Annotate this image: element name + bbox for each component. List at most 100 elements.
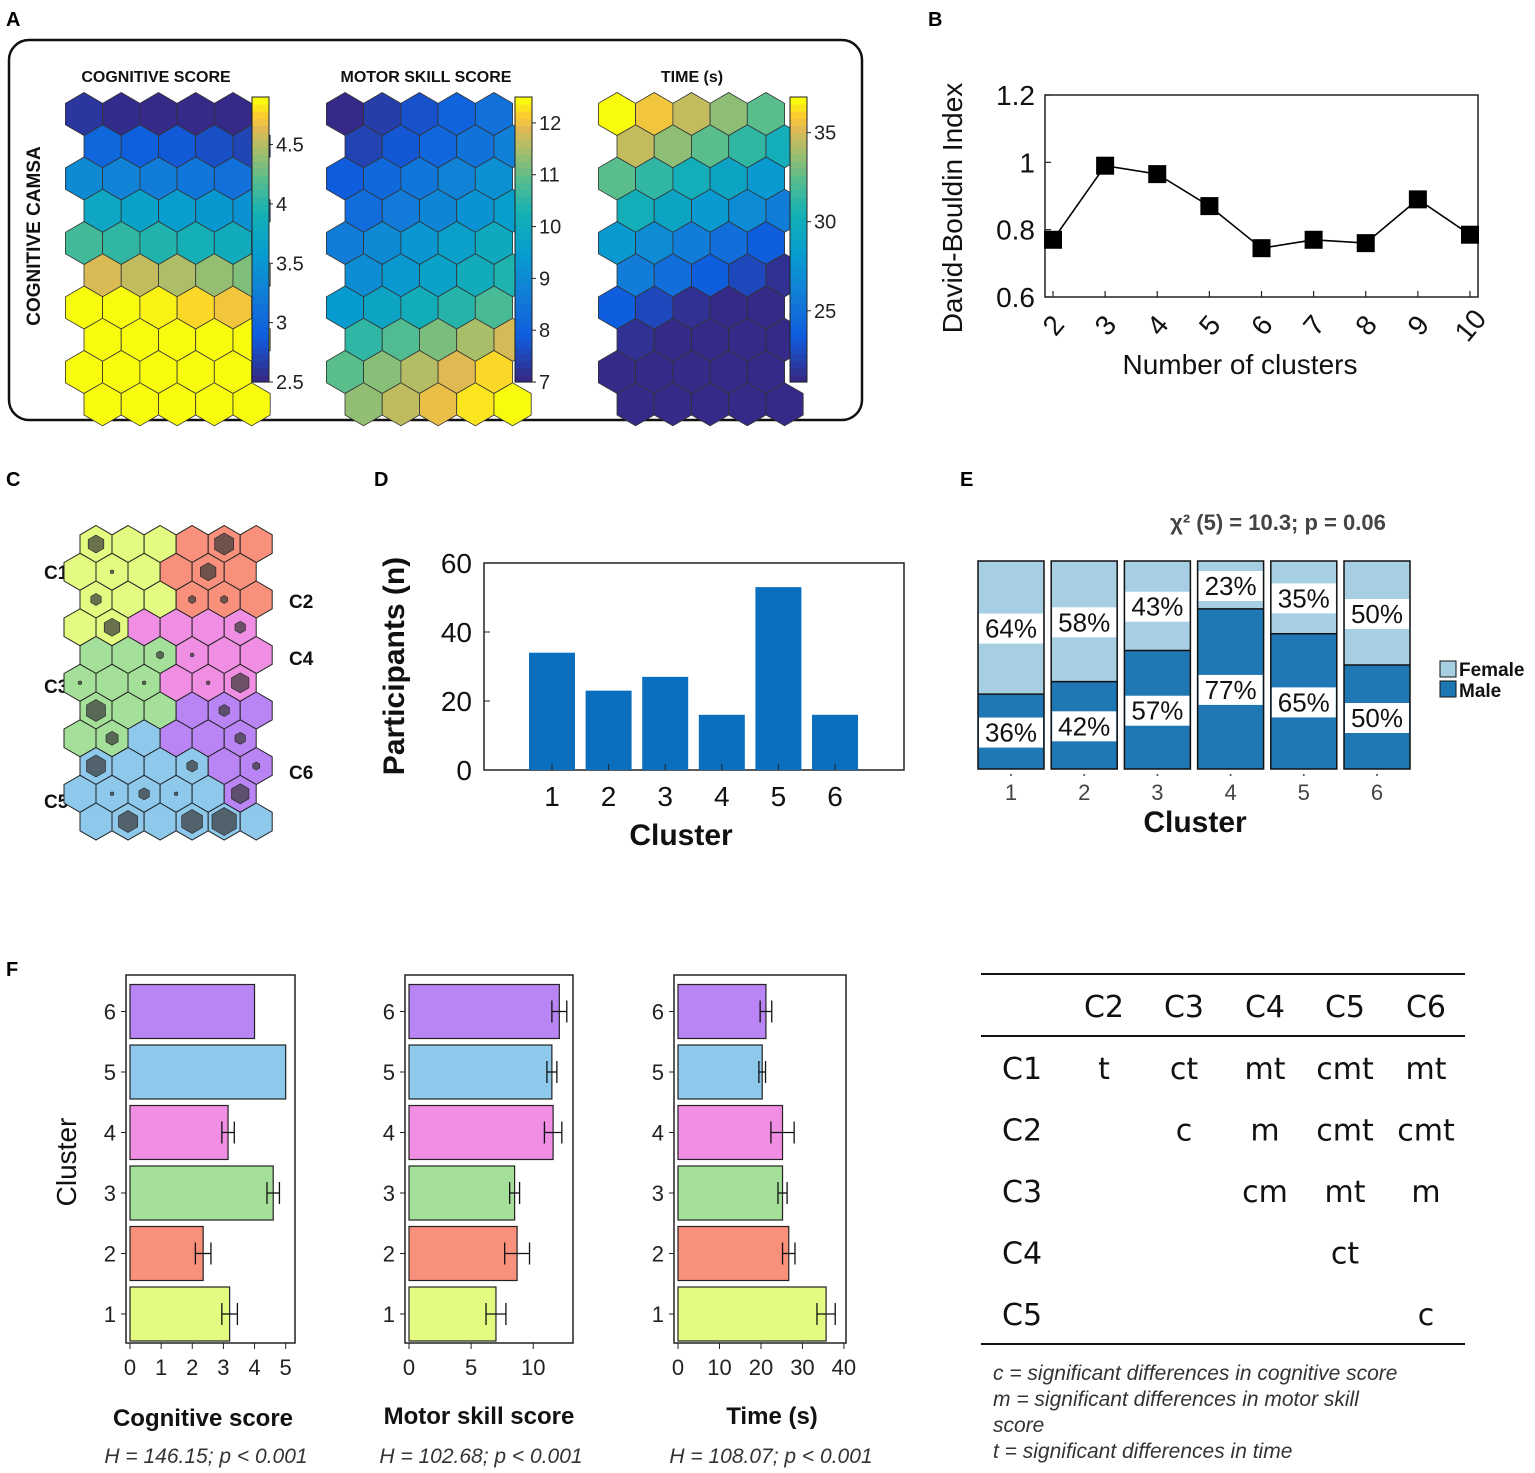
chart-e-label-box <box>1198 571 1263 601</box>
chart-f2-frame <box>404 974 574 1344</box>
colorbar-2: 12 11 10 9 8 7 <box>514 96 561 394</box>
hit-marker <box>138 787 150 801</box>
chart-f1-bar <box>129 983 256 1040</box>
chart-e-bar-frame <box>977 560 1045 770</box>
colorbar-segment <box>515 111 532 119</box>
colorbar-segment <box>252 339 269 347</box>
chart-e-data-label: 57% <box>1131 696 1183 726</box>
chart-b-xtick-label: 4 <box>1141 309 1175 341</box>
hit-marker <box>156 650 164 660</box>
som-map-3 <box>598 92 804 427</box>
chart-f3-xtick-label: 20 <box>749 1355 773 1380</box>
table-cell: cmt <box>1316 1052 1374 1087</box>
panel-d-bar-chart: Participants (n) Cluster 0 20 40 60 1 2 3 4 5 6 <box>378 548 905 852</box>
chart-d-bar <box>755 587 802 770</box>
colorbar-segment <box>515 296 532 305</box>
colorbar-segment <box>515 282 532 290</box>
colorbar-segment <box>515 118 532 127</box>
table-column-header: C3 <box>1164 990 1204 1025</box>
colorbar-segment <box>252 175 269 184</box>
colorbar-frame <box>789 96 808 383</box>
chart-e-data-label: 35% <box>1278 583 1330 613</box>
chart-e-data-label: 77% <box>1205 675 1257 705</box>
chart-f1-xtick-label: 5 <box>280 1355 292 1380</box>
chart-e-xtick <box>1010 774 1012 776</box>
colorbar-segment <box>790 225 807 233</box>
table-cell: mt <box>1406 1052 1447 1087</box>
colorbar-segment <box>790 211 807 219</box>
hit-marker <box>181 809 203 834</box>
chart-d-xlabel: Cluster <box>629 819 733 852</box>
chart-f2-xtick-label: 10 <box>521 1355 545 1380</box>
table-cell: cm <box>1242 1175 1288 1210</box>
cluster-label-c4: C4 <box>289 649 314 670</box>
colorbar-tick-label: 9 <box>539 268 550 290</box>
colorbar-tick-label: 25 <box>814 301 836 323</box>
chart-f1-xtick-label: 3 <box>217 1355 229 1380</box>
cluster-label-c2: C2 <box>289 592 313 613</box>
hit-marker <box>86 754 106 778</box>
chart-b-xtick-label: 10 <box>1448 303 1492 347</box>
panel-b-line-chart: David-Bouldin Index Number of clusters 0… <box>937 80 1492 380</box>
colorbar-segment <box>515 189 532 198</box>
chart-e-label-box <box>1345 599 1409 629</box>
hit-marker <box>211 807 237 836</box>
colorbar-segment <box>252 268 269 276</box>
colorbar-segment <box>252 139 269 148</box>
chart-b-xtick-label: 5 <box>1193 309 1227 341</box>
table-cell: ct <box>1170 1052 1198 1087</box>
chart-d-ytick-label: 20 <box>441 686 472 717</box>
colorbar-segment <box>252 104 269 112</box>
chart-d-bar <box>698 714 745 770</box>
colorbar-segment <box>515 367 532 376</box>
chart-f2-ytick-label: 6 <box>383 1000 395 1025</box>
colorbar-segment <box>790 317 807 326</box>
table-cell: cmt <box>1397 1114 1455 1149</box>
colorbar-tick-label: 8 <box>539 320 550 342</box>
colorbar-segment <box>790 360 807 369</box>
table-cell: m <box>1411 1175 1440 1210</box>
colorbar-tick-label: 4.5 <box>276 135 304 157</box>
colorbar-segment <box>252 367 269 376</box>
chart-e-data-label: 43% <box>1131 592 1183 622</box>
panel-a: COGNITIVE CAMSA COGNITIVE SCORE MOTOR SK… <box>7 38 864 427</box>
table-cell: mt <box>1325 1175 1366 1210</box>
panel-a-row-label: COGNITIVE CAMSA <box>24 146 45 326</box>
chart-e-data-label: 36% <box>985 718 1037 748</box>
colorbar-segment <box>252 325 269 333</box>
table-column-header: C4 <box>1245 990 1285 1025</box>
chart-e-bar-frame <box>1270 560 1338 770</box>
colorbar-tick-label: 35 <box>814 123 836 145</box>
chart-f2-xtick-label: 0 <box>403 1355 415 1380</box>
hit-marker <box>87 534 105 554</box>
chart-e-xtick <box>1083 774 1086 776</box>
colorbar-segment <box>515 196 532 205</box>
colorbar-segment <box>790 239 807 248</box>
colorbar-tick-label: 30 <box>814 212 836 234</box>
colorbar-segment <box>252 196 269 205</box>
colorbar-segment <box>790 325 807 333</box>
chart-f-ylabel: Cluster <box>51 1118 82 1207</box>
hit-marker <box>234 731 246 745</box>
som-hex <box>765 382 804 427</box>
colorbar-segment <box>252 189 269 198</box>
chart-e-xtick-label: 3 <box>1151 780 1163 805</box>
chart-e-xlabel: Cluster <box>1143 806 1247 839</box>
chart-f2-xlabel: Motor skill score <box>384 1403 575 1430</box>
colorbar-tick-label: 10 <box>539 217 561 239</box>
colorbar-segment <box>252 353 269 362</box>
colorbar-segment <box>515 317 532 326</box>
chart-f1-xtick-label: 0 <box>124 1355 136 1380</box>
colorbar-segment <box>252 146 269 155</box>
chart-d-xtick-label: 4 <box>714 781 730 812</box>
panel-label-d: D <box>374 469 388 491</box>
chart-f1-bar <box>129 1225 204 1282</box>
som-hex <box>493 382 532 427</box>
table-note-1: c = significant differences in cognitive… <box>993 1362 1397 1385</box>
colorbar-segment <box>515 325 532 333</box>
chart-f1-ytick-label: 3 <box>104 1181 116 1206</box>
legend-male-swatch <box>1439 680 1457 698</box>
chart-b-point <box>1044 230 1062 249</box>
colorbar-segment <box>252 346 269 355</box>
